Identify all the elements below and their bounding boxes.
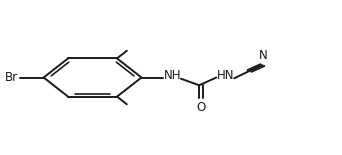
Text: O: O bbox=[197, 101, 206, 114]
Text: N: N bbox=[259, 49, 267, 62]
Text: NH: NH bbox=[164, 69, 182, 82]
Text: HN: HN bbox=[218, 69, 235, 82]
Text: Br: Br bbox=[4, 71, 18, 84]
